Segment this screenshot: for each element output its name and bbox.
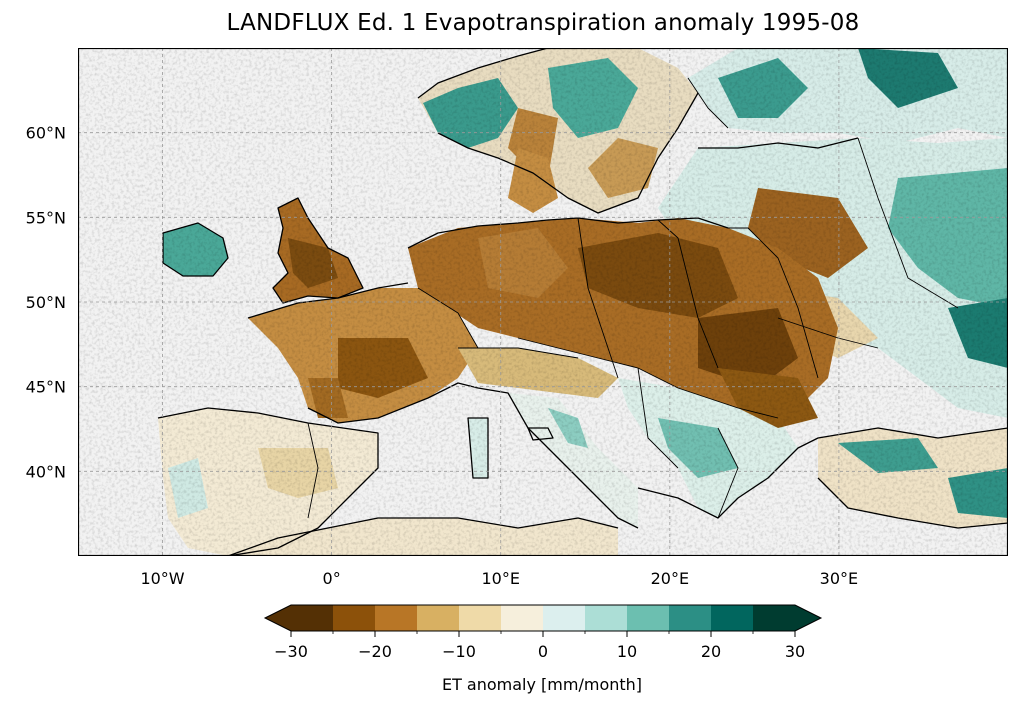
longitude-tick-label: 30°E [820,569,858,588]
map-title: LANDFLUX Ed. 1 Evapotranspiration anomal… [226,10,860,36]
longitude-tick-label: 10°E [481,569,519,588]
colorbar-tick-label: −10 [442,642,476,661]
colorbar-tick-label: −30 [274,642,308,661]
colorbar-segment [711,605,754,631]
colorbar-tick-label: 0 [538,642,548,661]
colorbar-segment [585,605,628,631]
colorbar-segment [627,605,670,631]
colorbar-tick-label: 30 [785,642,805,661]
colorbar-segment [501,605,544,631]
longitude-tick-labels: 10°W 0° 10°E 20°E 30°E [140,569,858,588]
colorbar-segment [459,605,502,631]
colorbar-segment [669,605,712,631]
colorbar: −30 −20 −10 0 10 20 30 [263,604,823,661]
latitude-tick-label: 55°N [26,208,66,227]
colorbar-segment [753,605,796,631]
colorbar-segment [417,605,460,631]
longitude-tick-label: 20°E [651,569,689,588]
map-frame [78,48,1008,556]
coastlines-and-borders [157,48,1008,556]
colorbar-outline [263,604,823,632]
colorbar-tick-label: 20 [701,642,721,661]
colorbar-label: ET anomaly [mm/month] [441,675,643,694]
latitude-tick-labels: 60°N 55°N 50°N 45°N 40°N [26,124,66,482]
longitude-tick-label: 0° [323,569,341,588]
colorbar-segment [291,605,334,631]
latitude-tick-label: 45°N [26,378,66,397]
colorbar-over-arrow [795,605,821,631]
colorbar-tick-label: −20 [358,642,392,661]
gridlines [78,48,1008,556]
longitude-tick-label: 10°W [140,569,184,588]
latitude-tick-label: 50°N [26,293,66,312]
colorbar-segment [333,605,376,631]
latitude-tick-label: 60°N [26,124,66,143]
et-anomaly-map [78,48,1008,556]
colorbar-under-arrow [265,605,291,631]
colorbar-segment [543,605,586,631]
colorbar-tick-label: 10 [617,642,637,661]
colorbar-segment [375,605,418,631]
latitude-tick-label: 40°N [26,462,66,481]
